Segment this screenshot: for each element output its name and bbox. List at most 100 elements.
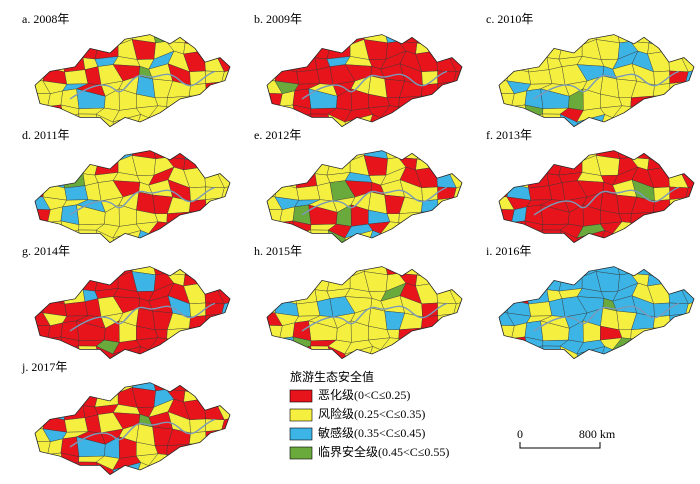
region bbox=[64, 34, 83, 45]
region bbox=[166, 34, 188, 44]
outline bbox=[498, 266, 695, 360]
region bbox=[169, 349, 188, 359]
region bbox=[219, 266, 230, 279]
region bbox=[681, 93, 694, 107]
region bbox=[653, 211, 671, 226]
region bbox=[499, 325, 515, 339]
region bbox=[436, 350, 459, 359]
region bbox=[524, 53, 550, 73]
regions bbox=[35, 382, 230, 475]
region bbox=[653, 327, 671, 342]
region bbox=[148, 117, 171, 127]
regions bbox=[499, 266, 694, 359]
region bbox=[630, 106, 656, 121]
region bbox=[449, 93, 462, 107]
region bbox=[99, 266, 119, 278]
region bbox=[217, 325, 230, 339]
region bbox=[558, 156, 583, 176]
region bbox=[653, 95, 671, 110]
region bbox=[217, 428, 230, 447]
region bbox=[417, 338, 441, 353]
region bbox=[436, 234, 459, 243]
region bbox=[616, 266, 635, 276]
region bbox=[204, 350, 227, 359]
region bbox=[60, 401, 86, 421]
region bbox=[292, 273, 316, 290]
region bbox=[35, 167, 47, 185]
legend-swatch bbox=[289, 389, 313, 403]
region bbox=[60, 273, 84, 290]
region bbox=[35, 105, 48, 119]
regions bbox=[35, 34, 230, 127]
outline bbox=[34, 266, 231, 360]
region bbox=[384, 150, 403, 160]
region bbox=[398, 266, 420, 276]
region bbox=[296, 69, 321, 85]
map bbox=[498, 266, 695, 360]
legend-label: 敏感级(0.35<C≤0.45) bbox=[318, 425, 425, 440]
region bbox=[292, 169, 318, 189]
region bbox=[267, 221, 280, 235]
region bbox=[398, 211, 424, 226]
region bbox=[267, 105, 280, 119]
region bbox=[505, 150, 536, 161]
river bbox=[533, 186, 680, 216]
region bbox=[380, 233, 403, 243]
region bbox=[449, 209, 462, 223]
river bbox=[301, 302, 448, 332]
region bbox=[499, 221, 512, 235]
region bbox=[666, 34, 687, 48]
panel-label: a. 2008年 bbox=[22, 12, 69, 26]
region bbox=[202, 34, 223, 48]
region bbox=[166, 211, 192, 226]
region bbox=[166, 222, 192, 237]
region bbox=[200, 453, 227, 469]
region bbox=[630, 95, 656, 110]
outline bbox=[498, 150, 695, 244]
region bbox=[273, 34, 304, 45]
region bbox=[148, 349, 171, 359]
region bbox=[449, 158, 462, 174]
region bbox=[398, 106, 424, 121]
river bbox=[69, 418, 216, 448]
scale-label: 0 bbox=[517, 427, 523, 441]
region bbox=[499, 348, 512, 359]
region bbox=[630, 266, 652, 276]
region bbox=[267, 348, 280, 359]
region bbox=[649, 349, 673, 359]
region bbox=[202, 266, 223, 280]
region bbox=[185, 106, 209, 121]
region bbox=[41, 154, 72, 170]
region bbox=[666, 161, 684, 175]
region bbox=[41, 270, 72, 286]
region bbox=[666, 277, 684, 291]
region bbox=[421, 95, 439, 110]
region bbox=[267, 167, 279, 185]
region bbox=[202, 45, 220, 59]
legend-label: 临界安全级(0.45<C≤0.55) bbox=[318, 444, 449, 459]
region bbox=[185, 233, 209, 243]
region bbox=[43, 464, 66, 475]
region bbox=[666, 266, 687, 280]
region bbox=[185, 465, 209, 475]
river bbox=[533, 70, 680, 100]
region bbox=[668, 350, 691, 359]
map bbox=[266, 150, 463, 244]
region bbox=[185, 222, 209, 237]
region bbox=[505, 266, 536, 277]
region bbox=[630, 338, 656, 353]
panel-label: d. 2011年 bbox=[22, 128, 70, 142]
region bbox=[200, 96, 223, 107]
region bbox=[432, 212, 455, 223]
region bbox=[166, 443, 192, 458]
region bbox=[528, 150, 547, 161]
region bbox=[296, 185, 321, 201]
region bbox=[217, 274, 230, 290]
region bbox=[558, 272, 583, 292]
regions bbox=[267, 34, 462, 127]
region bbox=[398, 338, 424, 353]
region bbox=[222, 234, 230, 243]
map bbox=[266, 266, 463, 360]
region bbox=[417, 222, 441, 237]
region bbox=[152, 150, 171, 160]
